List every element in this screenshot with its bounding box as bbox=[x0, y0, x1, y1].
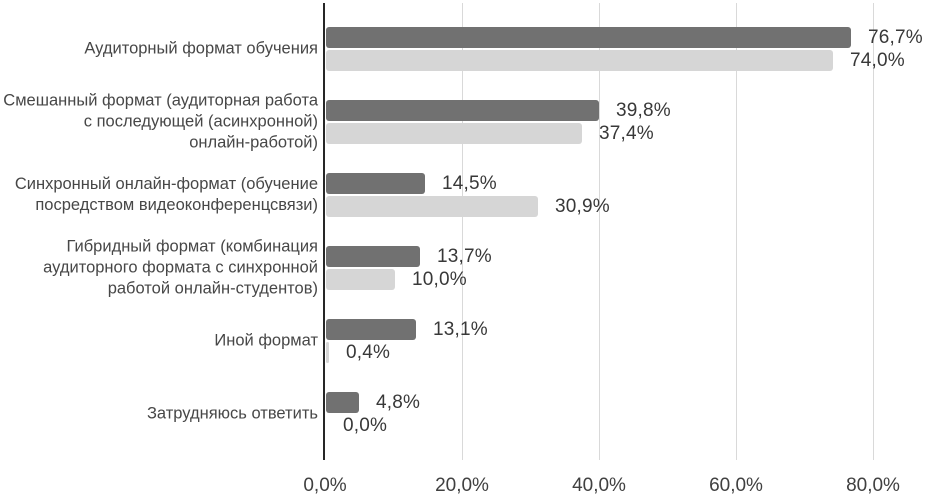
x-axis-tick-label: 60,0% bbox=[709, 475, 763, 496]
category-label: Смешанный формат (аудиторная работа с пос… bbox=[0, 91, 318, 154]
category-label-line: Аудиторный формат обучения bbox=[84, 39, 318, 58]
x-axis-tick-label: 80,0% bbox=[846, 475, 900, 496]
bar-series-light bbox=[326, 50, 833, 71]
x-axis-tick-label: 40,0% bbox=[572, 475, 626, 496]
x-gridline bbox=[736, 3, 737, 460]
value-label: 30,9% bbox=[555, 195, 610, 217]
category-label-line: Гибридный формат (комбинация bbox=[66, 237, 319, 256]
category-label: Аудиторный формат обучения bbox=[0, 39, 318, 60]
bar-series-light bbox=[326, 196, 538, 217]
value-label: 76,7% bbox=[868, 26, 923, 48]
bar-series-light bbox=[326, 269, 395, 290]
bar-series-light bbox=[326, 342, 329, 363]
category-label-line: посредством видеоконференцсвязи) bbox=[35, 196, 318, 214]
bar-series-light bbox=[326, 123, 583, 144]
bar-series-dark bbox=[326, 173, 426, 194]
x-axis-tick-label: 0,0% bbox=[303, 475, 347, 496]
value-label: 4,8% bbox=[376, 391, 421, 413]
bar-series-dark bbox=[326, 392, 359, 413]
category-label-line: Синхронный онлайн-формат (обучение bbox=[14, 175, 318, 193]
category-label-line: Смешанный формат (аудиторная работа bbox=[3, 91, 318, 110]
bar-series-dark bbox=[326, 246, 420, 267]
value-label: 37,4% bbox=[599, 122, 654, 144]
bar-series-dark bbox=[326, 27, 852, 48]
category-label: Гибридный формат (комбинация аудиторного … bbox=[0, 237, 318, 300]
value-label: 14,5% bbox=[442, 172, 497, 194]
category-label-line: с последующей (асинхронной) bbox=[83, 112, 318, 131]
category-label-line: аудиторного формата с синхронной bbox=[43, 258, 318, 277]
value-label: 13,7% bbox=[437, 245, 492, 267]
value-label: 74,0% bbox=[850, 49, 905, 71]
category-label: Затрудняюсь ответить bbox=[0, 404, 318, 425]
category-label-line: онлайн-работой) bbox=[189, 133, 318, 152]
category-label: Синхронный онлайн-формат (обучение посред… bbox=[0, 174, 318, 216]
value-label: 0,4% bbox=[346, 341, 391, 363]
value-label: 10,0% bbox=[412, 268, 467, 290]
value-label: 39,8% bbox=[616, 99, 671, 121]
x-gridline bbox=[873, 3, 874, 460]
value-label: 0,0% bbox=[343, 414, 388, 436]
x-gridline bbox=[599, 3, 600, 460]
category-label-line: Иной формат bbox=[214, 331, 318, 350]
value-label: 13,1% bbox=[433, 318, 488, 340]
category-label-line: работой онлайн-студентов) bbox=[107, 279, 318, 298]
bar-series-dark bbox=[326, 100, 599, 121]
x-axis-tick-label: 20,0% bbox=[435, 475, 489, 496]
y-axis-line bbox=[323, 3, 325, 460]
bar-series-dark bbox=[326, 319, 416, 340]
x-gridline bbox=[462, 3, 463, 460]
category-label: Иной формат bbox=[0, 331, 318, 352]
category-label-line: Затрудняюсь ответить bbox=[146, 404, 318, 423]
